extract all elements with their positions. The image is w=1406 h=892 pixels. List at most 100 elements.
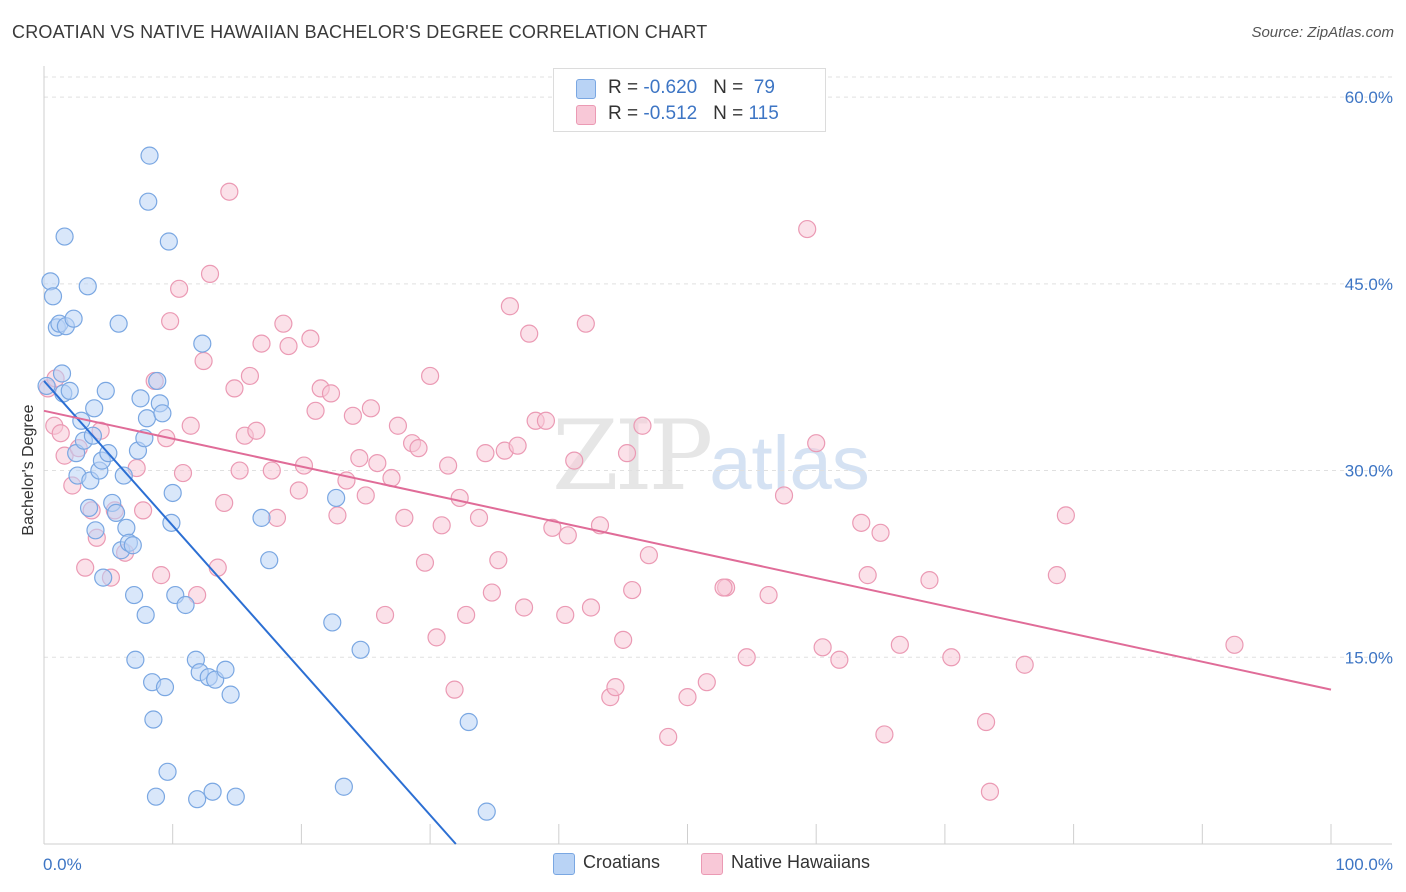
hawaiian-point (623, 580, 642, 600)
hawaiian-point (450, 488, 469, 508)
croatian-point (86, 521, 105, 540)
hawaiian-point (639, 546, 658, 565)
hawaiian-point (439, 456, 458, 475)
hawaiians-swatch (701, 853, 723, 875)
hawaiian-point (536, 411, 556, 430)
hawaiian-point (543, 518, 562, 537)
hawaiian-point (262, 461, 281, 480)
hawaiian-point (220, 182, 239, 201)
hawaiian-point (194, 351, 213, 371)
hawaiian-point (858, 566, 877, 585)
legend-text: R = -0.512 N = 115 (608, 103, 779, 125)
croatian-point (144, 710, 163, 729)
hawaiian-point (1225, 635, 1244, 654)
hawaiian-point (230, 461, 249, 480)
hawaiian-point (659, 727, 678, 747)
croatian-point (155, 678, 175, 697)
x-tick-label: 100.0% (1335, 855, 1393, 874)
croatian-point (64, 309, 83, 328)
hawaiian-point (500, 297, 519, 316)
croatian-point (131, 389, 150, 408)
croatian-point (117, 518, 136, 537)
hawaiian-point (181, 416, 200, 435)
croatian-point (153, 404, 172, 423)
croatian-point (351, 640, 370, 659)
hawaiian-point (356, 486, 375, 505)
hawaiian-point (890, 635, 909, 654)
hawaiian-point (388, 416, 408, 435)
hawaiian-point (173, 463, 193, 483)
hawaiian-point (395, 508, 414, 527)
croatian-point (126, 650, 145, 669)
hawaiian-point (980, 782, 1000, 801)
hawaiian-point (409, 439, 428, 458)
hawaiian-point (170, 279, 189, 298)
hawaiian-point (813, 638, 832, 657)
hawaiian-point (1047, 566, 1066, 585)
grid-lines (44, 76, 1392, 658)
x-tick-label: 0.0% (43, 855, 82, 874)
hawaiian-point (427, 628, 446, 647)
croatians-swatch (553, 853, 575, 875)
y-tick-label: 60.0% (1345, 88, 1393, 107)
hawaiian-point (508, 436, 527, 455)
correlation-legend: R = -0.620 N = 79 R = -0.512 N = 115 (553, 68, 826, 132)
hawaiian-point (301, 329, 320, 348)
hawaiian-point (343, 406, 362, 425)
hawaiian-point (830, 650, 849, 669)
croatian-point (252, 508, 271, 527)
croatian-point (146, 787, 166, 806)
n-value: 79 (753, 77, 775, 98)
y-tick-label: 30.0% (1345, 462, 1393, 481)
croatian-point (140, 146, 159, 165)
hawaiian-point (267, 508, 287, 527)
hawaiian-point (445, 680, 464, 699)
hawaiian-point (482, 583, 501, 602)
croatian-point (193, 334, 212, 353)
hawaiian-point (415, 553, 435, 572)
legend-label: Native Hawaiians (731, 852, 871, 872)
hawaiian-point (152, 566, 171, 585)
croatian-point (334, 777, 353, 796)
hawaiian-point (576, 314, 595, 333)
chart-title: CROATIAN VS NATIVE HAWAIIAN BACHELOR'S D… (12, 22, 708, 42)
hawaiian-point (247, 421, 266, 440)
legend-text: R = -0.620 N = 79 (608, 77, 775, 99)
hawaiian-point (252, 334, 271, 353)
hawaiian-point (489, 551, 508, 570)
croatian-point (96, 381, 115, 400)
croatians-swatch (576, 79, 596, 99)
croatian-point (114, 466, 133, 485)
hawaiian-point (697, 673, 716, 692)
hawaiian-point (306, 401, 325, 420)
y-axis-title: Bachelor's Degree (20, 404, 37, 535)
hawaiian-point (274, 314, 293, 333)
croatian-point (139, 192, 158, 211)
hawaiian-point (714, 578, 733, 597)
hawaiian-point (759, 585, 778, 605)
croatian-point (163, 483, 182, 503)
hawaiian-point (520, 324, 539, 343)
n-label: N = (713, 77, 749, 98)
hawaiian-point (240, 366, 260, 386)
source-label: Source: ZipAtlas.com (1251, 24, 1394, 41)
croatian-point (94, 568, 113, 587)
hawaiian-point (737, 648, 756, 667)
hawaiian-point (774, 486, 794, 505)
native-hawaiians-points (38, 182, 1244, 801)
hawaiian-point (469, 508, 489, 527)
hawaiian-point (51, 424, 70, 443)
trend-lines (43, 380, 1332, 845)
hawaiian-point (558, 526, 577, 545)
croatian-point (159, 232, 178, 251)
hawaiian-point (565, 451, 584, 470)
croatian-point (41, 272, 60, 291)
hawaiian-point (581, 598, 601, 617)
hawaiian-point (368, 453, 387, 473)
croatian-point (477, 802, 496, 821)
croatian-point (37, 376, 56, 396)
croatian-point (55, 227, 74, 246)
croatian-point (109, 314, 128, 333)
croatian-point (136, 605, 155, 625)
